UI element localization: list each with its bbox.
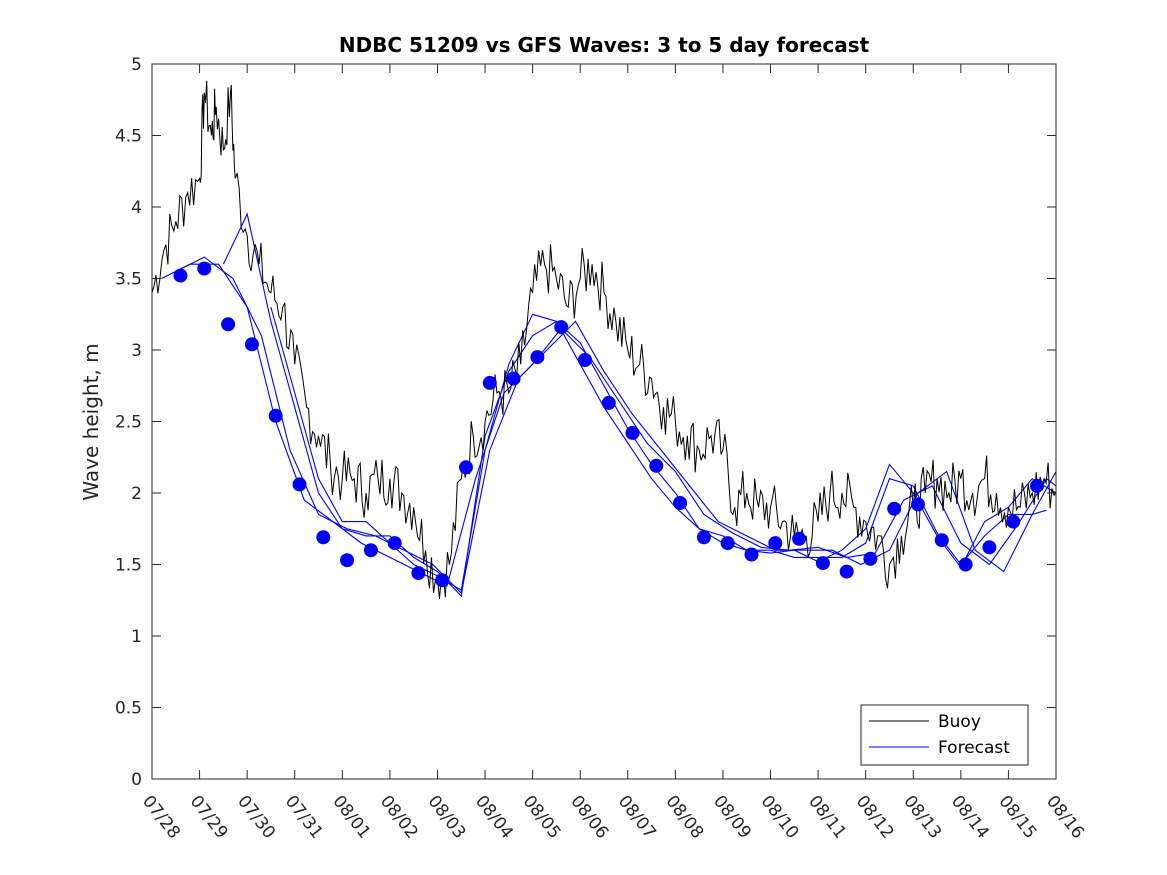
y-tick-label: 1.5	[115, 556, 142, 576]
forecast-point	[792, 531, 807, 546]
forecast-point	[934, 533, 949, 548]
forecast-point	[601, 395, 616, 410]
forecast-point	[1030, 478, 1044, 493]
forecast-point	[625, 425, 640, 440]
forecast-point	[482, 375, 497, 390]
forecast-point	[982, 540, 997, 555]
y-tick-label: 1	[131, 627, 142, 647]
forecast-point	[815, 556, 830, 571]
legend: Buoy Forecast	[860, 704, 1029, 766]
plot-area	[151, 80, 1057, 599]
forecast-point	[173, 268, 188, 283]
y-tick-label: 5	[131, 55, 142, 75]
forecast-point	[387, 536, 402, 551]
legend-buoy-label: Buoy	[938, 712, 981, 732]
forecast-point	[673, 496, 688, 510]
y-tick-label: 4	[131, 198, 142, 218]
y-tick-label: 2	[131, 484, 142, 504]
y-tick-label: 4.5	[115, 127, 142, 147]
legend-forecast-label: Forecast	[938, 738, 1010, 758]
forecast-point	[839, 564, 854, 579]
legend-box	[860, 704, 1029, 766]
y-tick-label: 3	[131, 341, 142, 361]
forecast-point	[887, 501, 902, 516]
forecast-point	[221, 317, 236, 332]
forecast-point	[1006, 514, 1021, 529]
forecast-point	[340, 553, 355, 568]
forecast-point	[863, 551, 878, 566]
forecast-point	[292, 477, 307, 492]
forecast-point	[459, 460, 473, 475]
forecast-point	[530, 350, 545, 365]
forecast-point	[649, 458, 664, 473]
forecast-point	[411, 566, 426, 581]
y-tick-label: 2.5	[115, 413, 142, 433]
forecast-point	[435, 573, 450, 588]
y-tick-label: 0.5	[115, 699, 142, 719]
y-tick-label: 0	[131, 770, 142, 790]
forecast-point	[244, 337, 259, 352]
forecast-point	[696, 530, 711, 545]
y-axis: 0 0.5 1 1.5 2 2.5 3 3.5 4 4.5 5	[115, 55, 1056, 790]
forecast-point	[958, 557, 973, 572]
forecast-point	[911, 497, 925, 512]
forecast-point	[316, 530, 331, 545]
forecast-point	[197, 261, 212, 276]
y-axis-label: Wave height, m	[79, 343, 103, 500]
forecast-point	[578, 353, 592, 367]
forecast-point	[363, 543, 378, 558]
y-tick-label: 3.5	[115, 270, 142, 290]
buoy-line	[151, 80, 1057, 599]
forecast-point	[744, 547, 759, 562]
forecast-point	[768, 536, 783, 551]
forecast-run-line-4	[270, 306, 1047, 592]
forecast-point	[720, 536, 735, 551]
forecast-point	[268, 408, 283, 423]
forecast-run-line-1	[161, 263, 1057, 587]
forecast-point	[506, 371, 521, 386]
forecast-point	[554, 320, 569, 335]
chart-title: NDBC 51209 vs GFS Waves: 3 to 5 day fore…	[339, 33, 870, 57]
